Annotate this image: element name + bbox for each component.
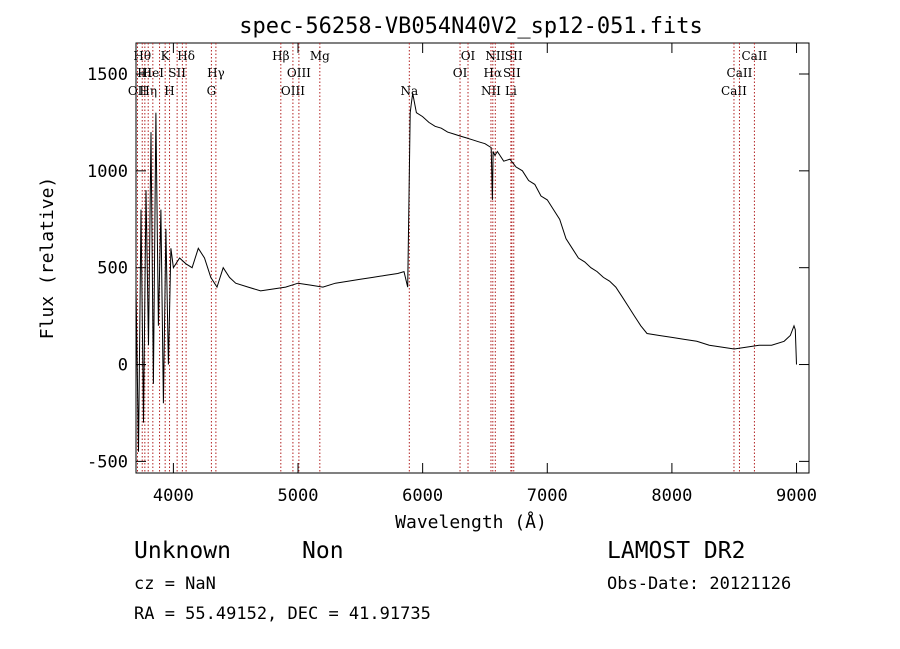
line-label: Li xyxy=(505,84,517,98)
line-label: NII xyxy=(485,49,505,63)
y-tick-label: 0 xyxy=(118,356,128,376)
object-class: Unknown xyxy=(134,538,231,564)
line-label: OI xyxy=(461,49,476,63)
line-label: Na xyxy=(400,84,418,98)
x-tick-label: 5000 xyxy=(278,486,319,506)
spectrum-series xyxy=(135,93,797,452)
line-label: CaII xyxy=(721,84,747,98)
line-label: CaII xyxy=(741,49,767,63)
y-tick-label: 500 xyxy=(97,259,128,279)
line-label: CaII xyxy=(727,66,753,80)
y-tick-label: -500 xyxy=(87,452,128,472)
y-tick-label: 1500 xyxy=(87,65,128,85)
line-label: G xyxy=(207,84,217,98)
line-label: Mg xyxy=(310,49,330,63)
line-label: OII xyxy=(128,84,148,98)
emission-lines: OII Hθ Hι Hη HeI K H SII Hδ G Hγ Hβ OIII OIII Mg Na OI OI… xyxy=(128,43,768,473)
line-label: SII xyxy=(505,49,523,63)
redshift-label: cz = NaN xyxy=(134,574,216,594)
line-label: OI xyxy=(453,66,468,80)
obs-date: Obs-Date: 20121126 xyxy=(607,574,791,594)
line-label: Hα xyxy=(484,66,503,80)
line-label: Hθ xyxy=(133,49,151,63)
plot-frame xyxy=(135,42,810,474)
survey-name: LAMOST DR2 xyxy=(607,538,745,564)
line-label: Hη xyxy=(139,84,157,98)
axis-ticks: 4000 5000 6000 7000 8000 9000 -500 0 500 1000 1500 xyxy=(87,43,817,506)
line-label: Hδ xyxy=(177,49,195,63)
line-label: H xyxy=(164,84,174,98)
line-label: OIII xyxy=(281,84,305,98)
x-tick-label: 4000 xyxy=(153,486,194,506)
x-tick-label: 9000 xyxy=(776,486,817,506)
line-label: Hγ xyxy=(207,66,225,80)
line-label: HeI xyxy=(142,66,165,80)
line-label: K xyxy=(161,49,171,63)
line-label: OIII xyxy=(287,66,311,80)
ra-dec: RA = 55.49152, DEC = 41.91735 xyxy=(134,604,431,624)
x-tick-label: 7000 xyxy=(527,486,568,506)
x-tick-label: 8000 xyxy=(651,486,692,506)
y-axis-label: Flux (relative) xyxy=(37,177,58,340)
spectrum-line xyxy=(135,93,797,452)
line-label: Hι xyxy=(137,66,152,80)
chart-title: spec-56258-VB054N40V2_sp12-051.fits xyxy=(239,14,703,39)
line-label: SII xyxy=(503,66,521,80)
line-label: NII xyxy=(481,84,501,98)
line-label: Hβ xyxy=(272,49,289,63)
x-tick-label: 6000 xyxy=(402,486,443,506)
line-label: SII xyxy=(168,66,186,80)
x-axis-label: Wavelength (Å) xyxy=(395,511,547,533)
object-subclass: Non xyxy=(302,538,344,564)
y-tick-label: 1000 xyxy=(87,162,128,182)
